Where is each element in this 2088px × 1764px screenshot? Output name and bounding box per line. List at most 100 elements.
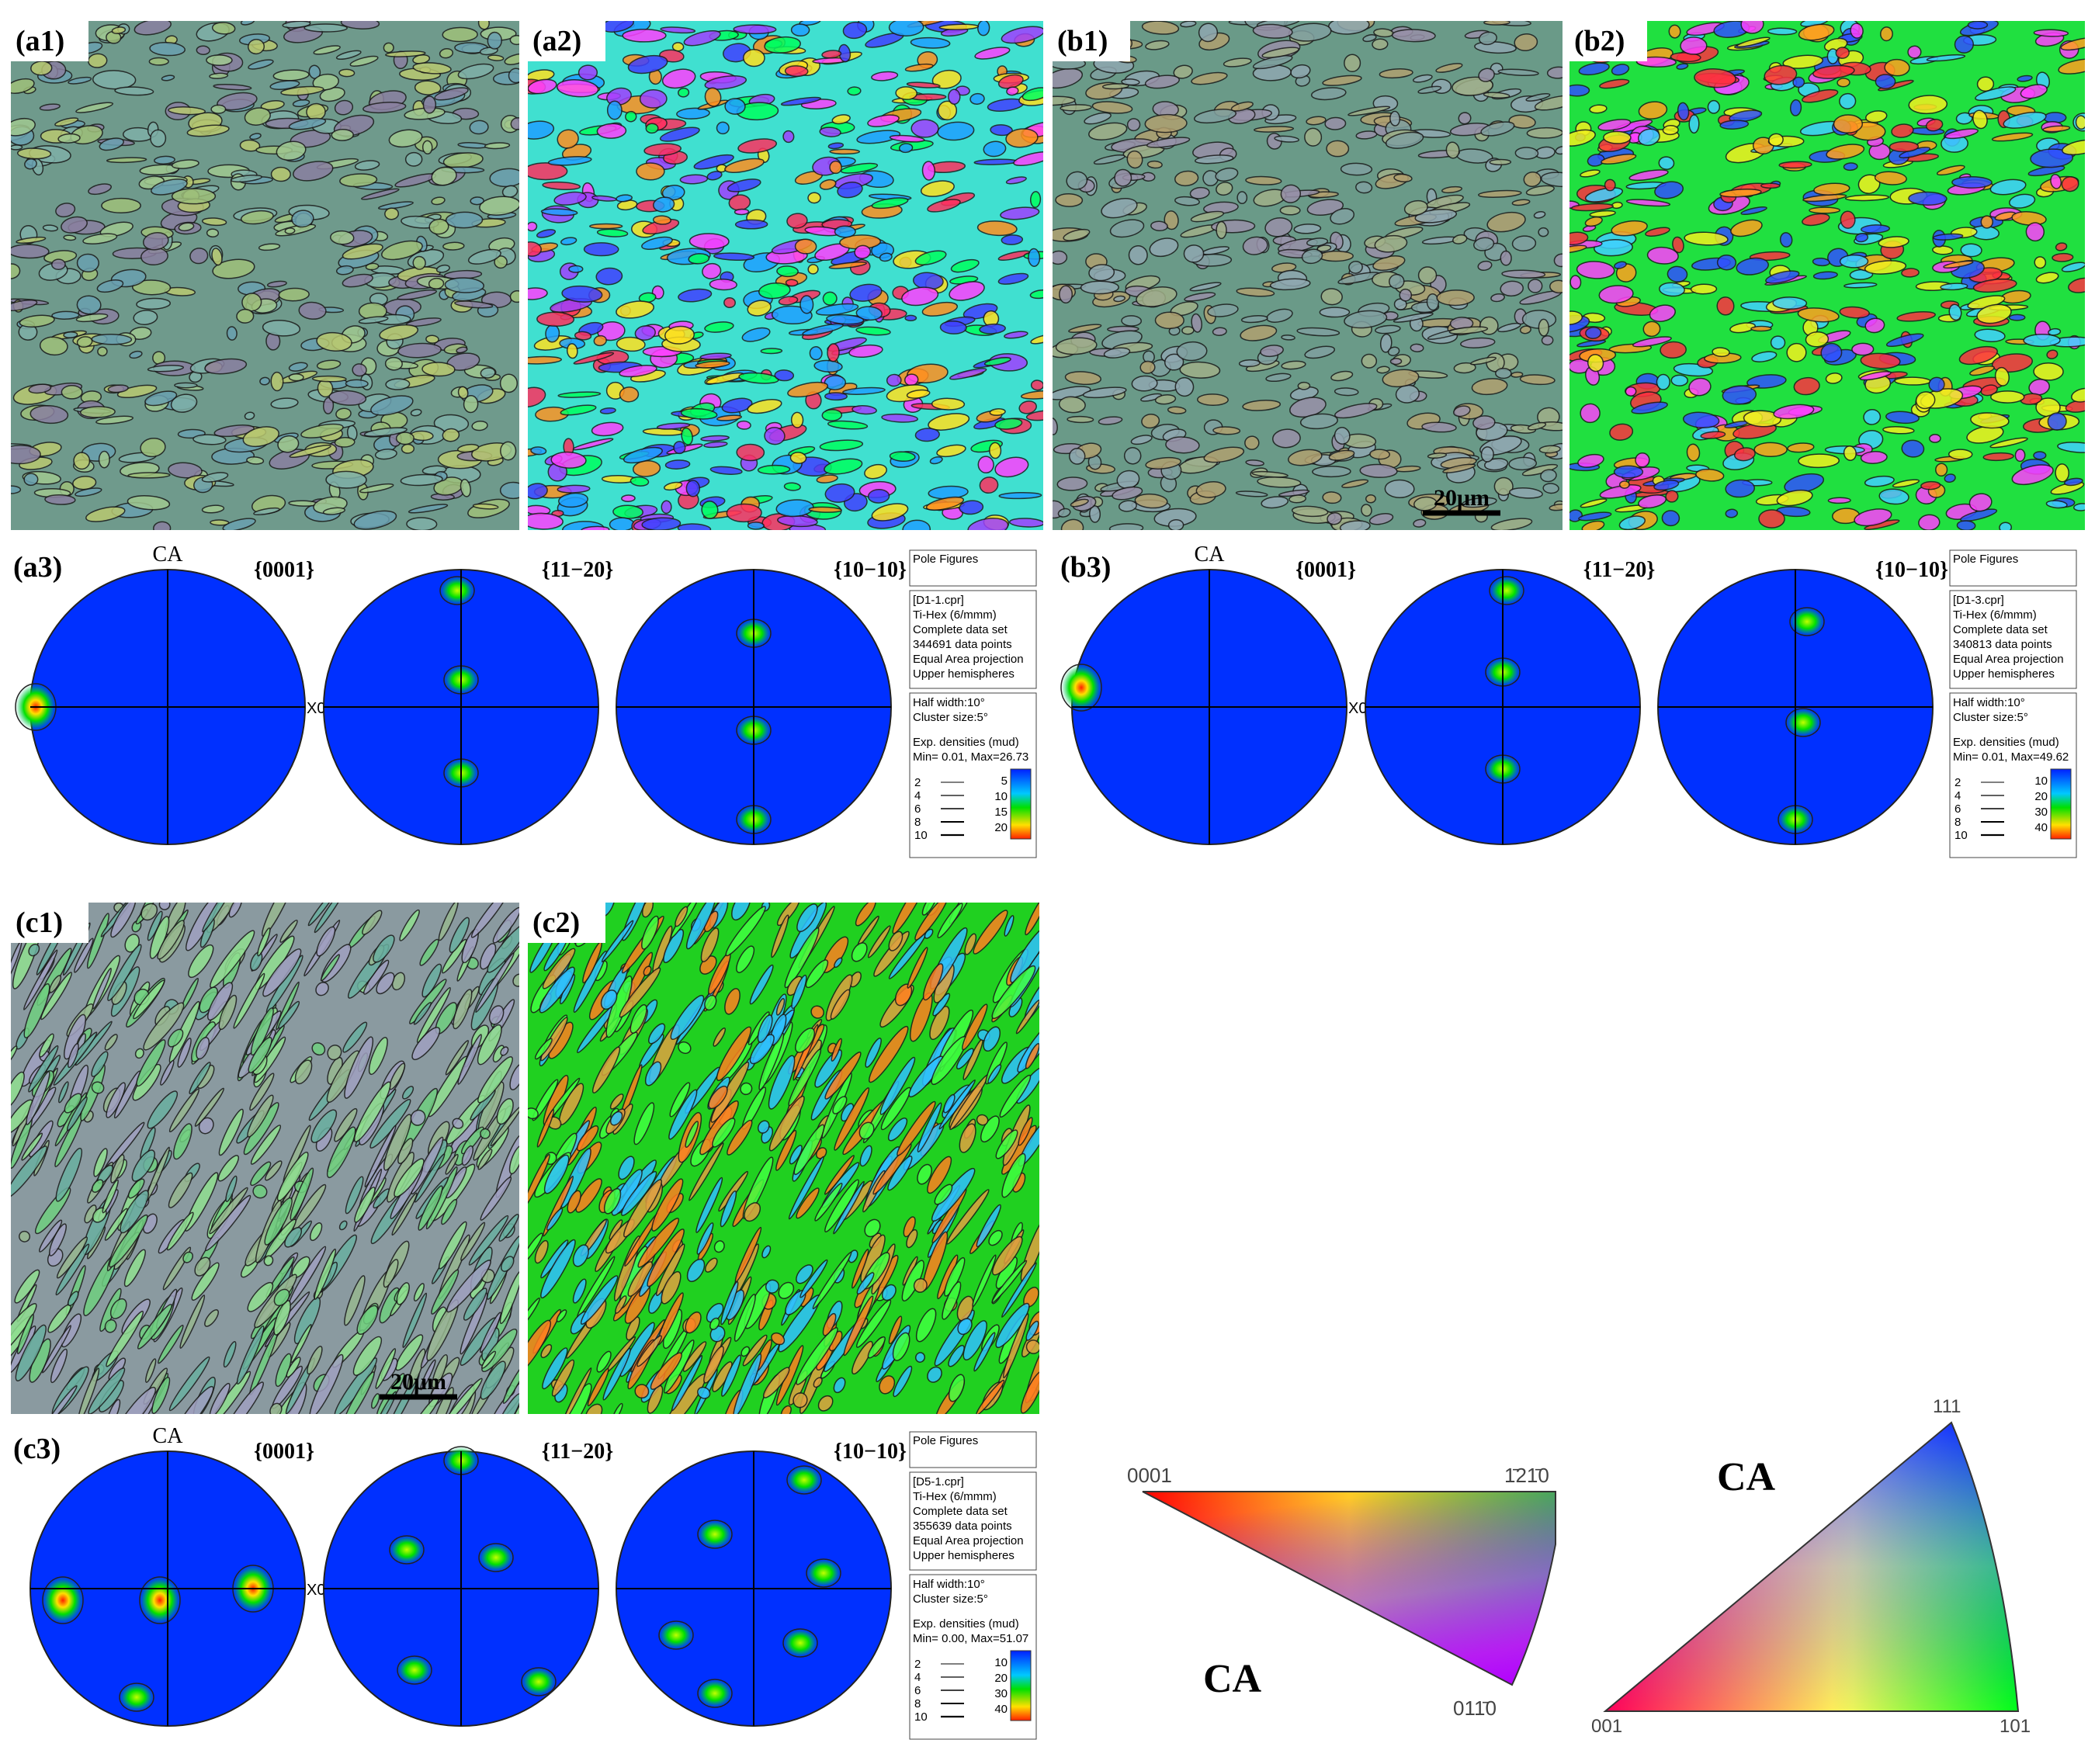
grain	[444, 277, 485, 293]
grain	[867, 1336, 886, 1359]
grain	[1242, 236, 1268, 255]
grain	[345, 379, 369, 389]
grain	[1907, 45, 1922, 59]
grain	[421, 140, 433, 155]
grain	[785, 279, 799, 287]
grain	[685, 480, 700, 497]
grain	[661, 500, 672, 515]
grain	[277, 435, 300, 453]
axis-label: CA	[153, 542, 184, 567]
pole-density	[782, 1628, 818, 1658]
grain	[184, 1172, 219, 1232]
grain	[494, 255, 508, 269]
grain	[196, 45, 210, 55]
grain	[1835, 47, 1850, 59]
grain	[793, 1392, 808, 1409]
grain	[556, 79, 599, 98]
grain	[528, 1232, 543, 1264]
grain	[1789, 99, 1802, 116]
grain	[1662, 125, 1679, 136]
grain	[316, 359, 342, 370]
grain	[217, 92, 258, 111]
info-line: [D5-1.cpr]	[913, 1475, 964, 1488]
grain	[480, 367, 496, 379]
grain	[2008, 314, 2026, 321]
grain	[980, 1115, 1000, 1143]
grain	[196, 1036, 210, 1060]
legend-axis: CA	[1717, 1455, 1776, 1499]
grain	[56, 1236, 88, 1279]
grain	[893, 1365, 913, 1398]
pole-density	[389, 1535, 425, 1565]
contour-level: 10	[1954, 829, 1968, 842]
grain	[480, 1177, 512, 1221]
grain	[1489, 158, 1512, 166]
grain	[434, 87, 469, 101]
info-line: Ti-Hex (6/mmm)	[913, 608, 997, 622]
grain	[807, 192, 821, 204]
info-line: 340813 data points	[1953, 638, 2052, 651]
grain	[1943, 260, 1974, 269]
grain	[49, 975, 62, 993]
grain	[148, 57, 169, 66]
grain	[1798, 23, 1835, 41]
colorbar	[1010, 1650, 1032, 1721]
grain	[888, 931, 904, 951]
grain	[247, 1094, 274, 1138]
grain	[625, 110, 637, 123]
grain	[948, 1374, 966, 1402]
grain	[1368, 512, 1394, 525]
grain	[442, 938, 467, 974]
grain	[1001, 1262, 1037, 1318]
grain	[922, 963, 944, 1001]
grain	[724, 988, 741, 1015]
grain	[394, 1158, 425, 1197]
grain	[1181, 326, 1195, 335]
grain	[1972, 278, 2017, 293]
grain	[550, 451, 587, 469]
grain	[342, 1021, 368, 1053]
grain	[723, 296, 736, 309]
grain	[1540, 469, 1557, 483]
grain	[847, 86, 862, 96]
grain	[824, 1179, 859, 1232]
grain	[921, 161, 936, 181]
grain	[946, 1189, 990, 1245]
grain	[1191, 71, 1228, 85]
grain	[480, 1128, 491, 1139]
grain	[1005, 128, 1039, 148]
grain	[1948, 303, 1962, 321]
grain	[887, 1156, 913, 1191]
grain	[1712, 347, 1730, 358]
grain	[1960, 243, 1982, 258]
grain	[976, 1204, 1001, 1248]
grain	[1291, 505, 1329, 518]
grain	[765, 1279, 779, 1294]
grain	[414, 1153, 446, 1203]
grain	[461, 1145, 474, 1166]
grain	[445, 211, 484, 229]
grain	[1660, 341, 1687, 359]
grain	[560, 404, 597, 416]
grain	[204, 1309, 219, 1327]
contour-level: 2	[1954, 776, 1961, 789]
grain	[1477, 189, 1522, 199]
grain	[1281, 360, 1306, 370]
info-setting: Half width:10°	[913, 1578, 985, 1591]
grain	[784, 65, 809, 78]
grain	[1254, 126, 1295, 133]
grain	[11, 445, 41, 465]
grain	[377, 201, 414, 210]
grain	[1812, 64, 1855, 79]
grain	[1768, 133, 1784, 147]
grain	[927, 199, 961, 213]
grain	[1553, 253, 1563, 268]
grain	[1578, 62, 1610, 76]
grain	[2060, 36, 2085, 51]
grain	[270, 397, 299, 410]
grain	[191, 1262, 220, 1301]
grain	[1638, 494, 1667, 509]
grain	[91, 1051, 109, 1077]
grain	[391, 1192, 418, 1236]
grain	[720, 1190, 737, 1228]
